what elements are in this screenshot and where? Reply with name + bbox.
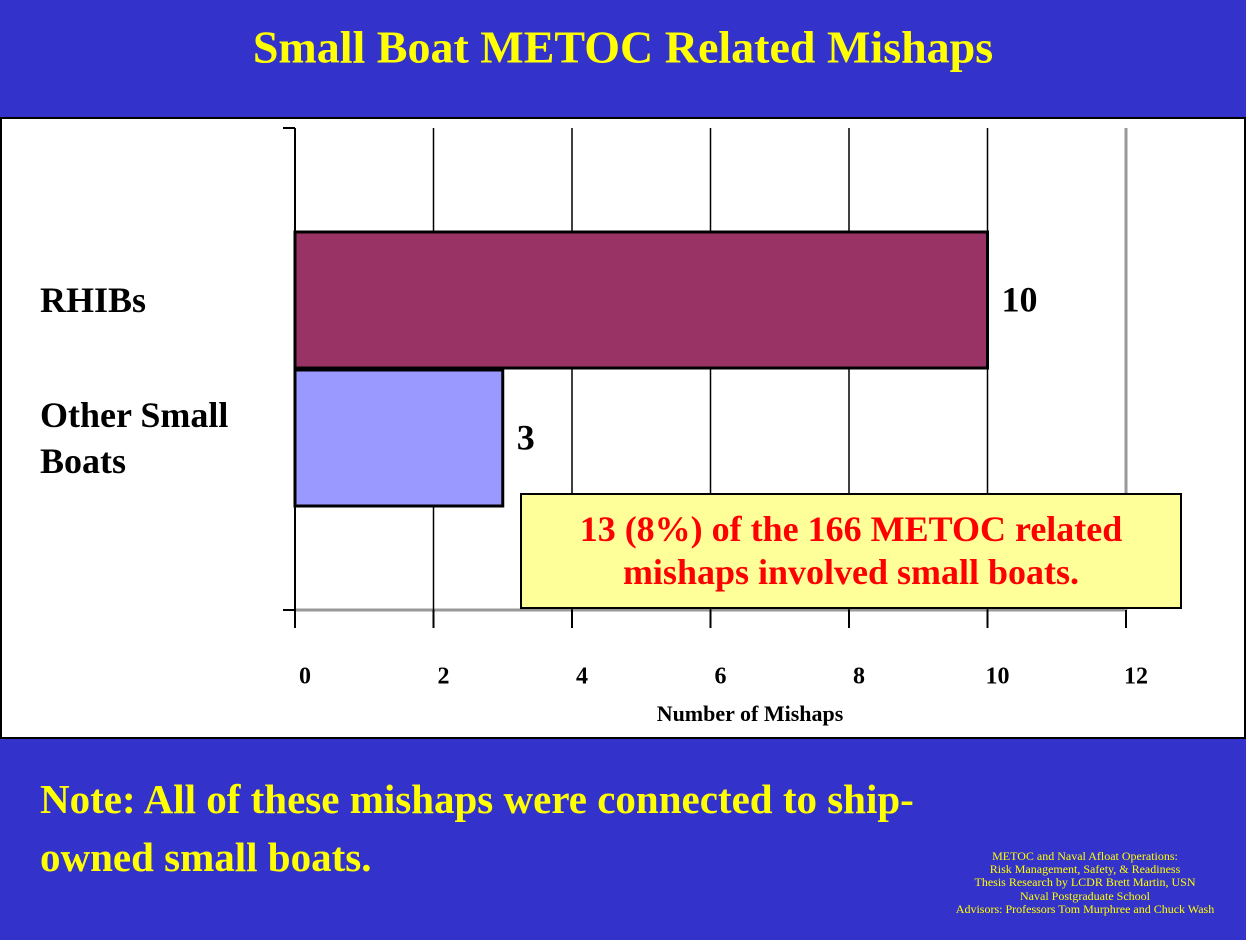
credit-line: Risk Management, Safety, & Readiness <box>989 862 1181 877</box>
credits: METOC and Naval Afloat Operations: Risk M… <box>920 849 1246 916</box>
bar <box>293 368 505 508</box>
x-tick-label: 10 <box>986 664 1010 690</box>
category-label: RHIBs <box>40 279 147 320</box>
note: Note: All of these mishaps were connecte… <box>40 776 914 881</box>
credit-line: METOC and Naval Afloat Operations: <box>992 849 1178 863</box>
x-axis-label: Number of Mishaps <box>657 701 844 726</box>
x-tick-label: 0 <box>299 664 311 690</box>
x-tick-label: 2 <box>438 664 450 690</box>
chart-panel <box>0 117 1246 739</box>
credit-line: Naval Postgraduate School <box>1020 888 1150 903</box>
annotation: 13 (8%) of the 166 METOC related mishaps… <box>520 493 1182 609</box>
x-tick-label: 6 <box>715 664 727 690</box>
x-tick-label: 4 <box>576 664 588 690</box>
credit-line: Advisors: Professors Tom Murphree and Ch… <box>955 901 1215 916</box>
x-tick-label: 8 <box>853 664 865 690</box>
credit-line: Thesis Research by LCDR Brett Martin, US… <box>974 875 1196 890</box>
value-label: 3 <box>517 417 535 457</box>
x-tick-label: 12 <box>1124 664 1148 690</box>
value-label: 10 <box>1002 279 1038 319</box>
bar <box>293 230 989 370</box>
chart-title: Small Boat METOC Related Mishaps <box>253 22 993 73</box>
category-label: Other Small Boats <box>40 394 229 481</box>
